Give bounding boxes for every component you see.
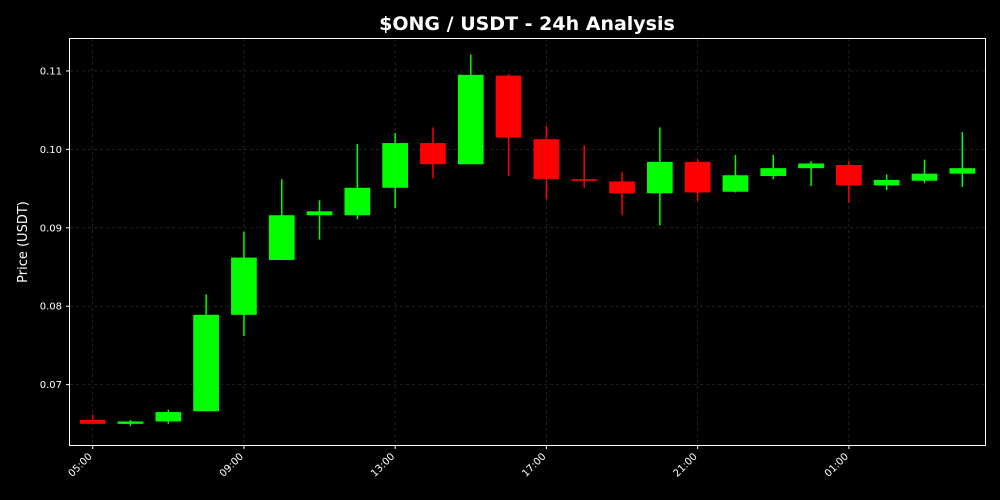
candle-body-11 bbox=[457, 74, 484, 165]
candles bbox=[79, 54, 976, 427]
candle-body-2 bbox=[117, 421, 144, 424]
candle-body-5 bbox=[231, 257, 257, 315]
candle-body-6 bbox=[268, 215, 295, 260]
y-tick-label: 0.07 bbox=[40, 380, 62, 391]
y-tick-label: 0.09 bbox=[40, 223, 62, 234]
chart-title: $ONG / USDT - 24h Analysis bbox=[379, 13, 675, 35]
candle-body-14 bbox=[571, 179, 598, 181]
plot-frame bbox=[69, 38, 986, 446]
candle-body-3 bbox=[155, 412, 182, 422]
candle-body-13 bbox=[533, 139, 560, 180]
candle-body-18 bbox=[722, 175, 749, 192]
candle-body-23 bbox=[911, 173, 938, 181]
candle-body-8 bbox=[344, 187, 371, 216]
y-tick-label: 0.08 bbox=[40, 302, 62, 313]
candle-body-15 bbox=[609, 181, 635, 194]
grid-lines bbox=[70, 38, 985, 445]
candle-body-16 bbox=[646, 161, 673, 194]
candle-body-9 bbox=[382, 143, 409, 188]
candle-body-7 bbox=[306, 211, 333, 216]
candle-body-12 bbox=[495, 75, 522, 138]
y-tick-label: 0.11 bbox=[40, 66, 62, 77]
y-axis-label: Price (USDT) bbox=[16, 201, 31, 283]
candle-body-22 bbox=[873, 179, 900, 186]
candle-body-19 bbox=[760, 168, 787, 177]
candle-body-21 bbox=[836, 165, 862, 186]
candle-body-4 bbox=[193, 314, 219, 412]
candle-body-20 bbox=[798, 163, 824, 169]
candle-body-17 bbox=[684, 161, 711, 193]
candle-body-24 bbox=[949, 168, 976, 174]
candle-body-10 bbox=[420, 143, 446, 165]
candle-body-1 bbox=[79, 419, 106, 424]
y-tick-label: 0.10 bbox=[40, 145, 62, 156]
